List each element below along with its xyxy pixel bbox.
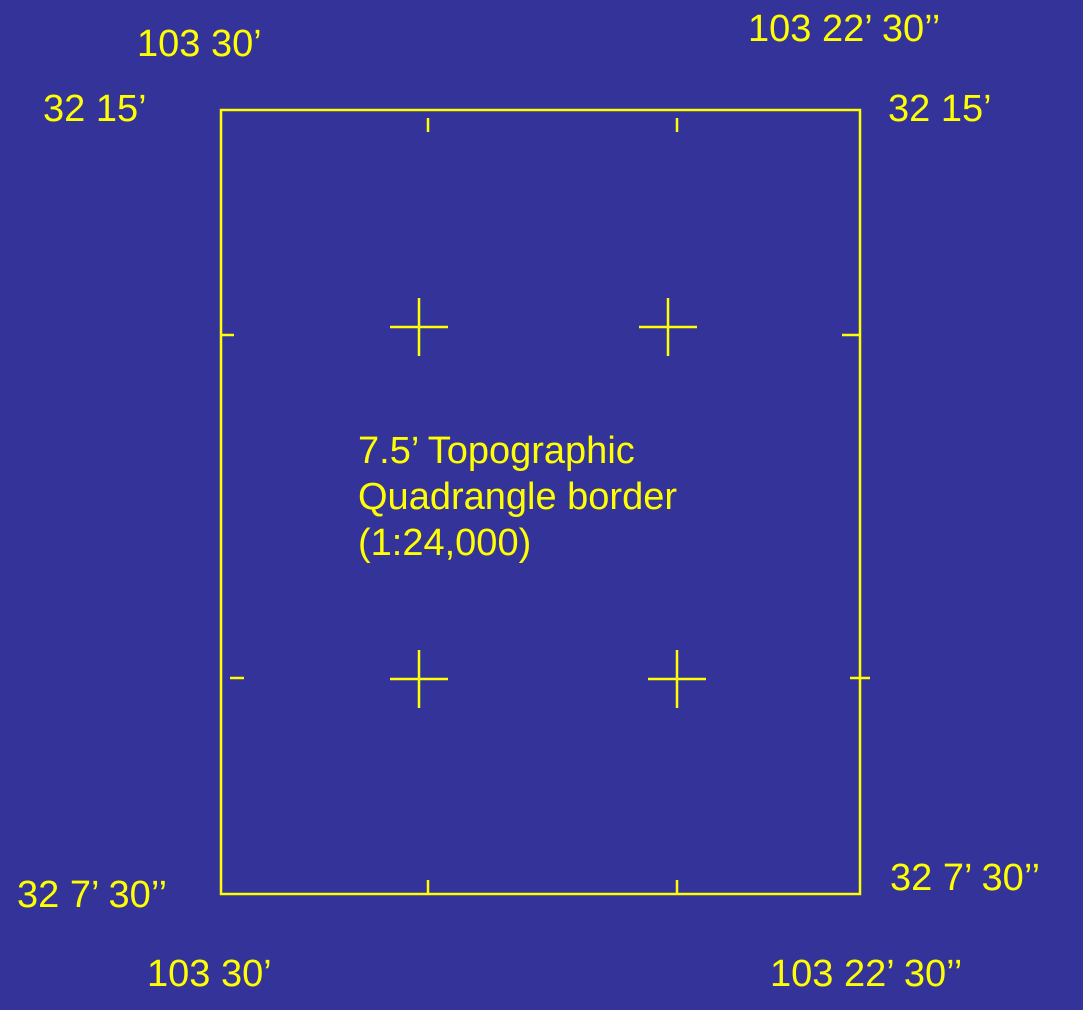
cross-mark-lower-right (648, 650, 706, 708)
description-line-3: (1:24,000) (358, 522, 532, 564)
quadrangle-description: 7.5’ Topographic Quadrangle border (1:24… (358, 428, 677, 566)
bottom-right-longitude-label: 103 22’ 30’’ (770, 953, 963, 995)
bottom-left-longitude-label: 103 30’ (147, 953, 272, 995)
bottom-left-latitude-label: 32 7’ 30’’ (17, 874, 168, 916)
description-line-2: Quadrangle border (358, 476, 677, 518)
description-line-1: 7.5’ Topographic (358, 430, 635, 472)
cross-mark-upper-right (639, 298, 697, 356)
quadrangle-border (219, 108, 862, 896)
cross-mark-upper-left (390, 298, 448, 356)
top-right-longitude-label: 103 22’ 30’’ (748, 8, 941, 50)
bottom-right-latitude-label: 32 7’ 30’’ (890, 857, 1041, 899)
top-left-latitude-label: 32 15’ (43, 88, 147, 130)
top-left-longitude-label: 103 30’ (137, 23, 262, 65)
top-right-latitude-label: 32 15’ (888, 88, 992, 130)
cross-mark-lower-left (390, 650, 448, 708)
